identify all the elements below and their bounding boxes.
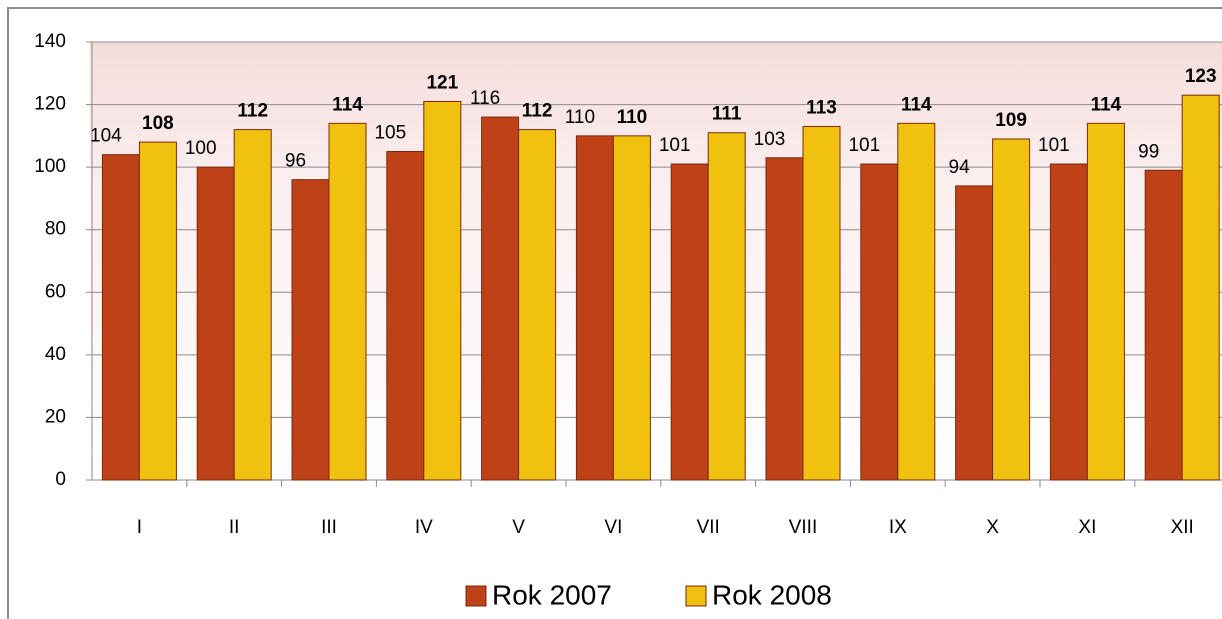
- value-label: 110: [565, 107, 595, 128]
- x-tick-label: X: [986, 517, 999, 538]
- value-label: 114: [332, 94, 363, 115]
- bar: [138, 141, 177, 481]
- value-label: 101: [848, 135, 880, 156]
- y-tick-label: 100: [34, 156, 66, 177]
- y-tick-label: 140: [34, 31, 66, 52]
- bar: [992, 138, 1031, 481]
- bar: [1049, 163, 1088, 481]
- value-label: 94: [949, 157, 971, 178]
- x-tick-label: V: [512, 517, 525, 538]
- value-label: 103: [754, 129, 786, 150]
- legend-label: Rok 2008: [712, 579, 832, 610]
- bar: [481, 116, 520, 481]
- value-label: 99: [1138, 141, 1159, 162]
- y-tick-label: 60: [45, 281, 66, 302]
- plot-area: [90, 42, 1222, 480]
- bar: [386, 151, 425, 481]
- bar: [423, 100, 462, 481]
- bar: [233, 129, 272, 481]
- x-tick-label: VII: [697, 517, 720, 538]
- bar: [291, 179, 330, 481]
- bar: [802, 125, 841, 481]
- bar: [196, 166, 235, 481]
- legend-label: Rok 2007: [492, 579, 612, 610]
- value-label: 101: [1038, 135, 1070, 156]
- x-tick-label: XI: [1078, 517, 1096, 538]
- x-tick-label: IV: [415, 517, 433, 538]
- x-tick-label: XII: [1171, 517, 1194, 538]
- legend-swatch: [465, 585, 487, 607]
- bar: [1181, 94, 1220, 481]
- y-tick-label: 120: [34, 94, 66, 115]
- value-label: 112: [522, 101, 553, 122]
- y-tick-label: 80: [45, 219, 66, 240]
- bar: [860, 163, 899, 481]
- value-label: 110: [617, 107, 648, 128]
- x-tick-label: II: [229, 517, 240, 538]
- bar: [612, 135, 651, 481]
- x-tick-label: VIII: [789, 517, 818, 538]
- y-tick-label: 0: [55, 469, 66, 490]
- bar: [1144, 169, 1183, 481]
- value-label: 101: [659, 135, 691, 156]
- bar: [955, 185, 994, 481]
- y-tick-label: 20: [45, 406, 66, 427]
- bar: [518, 129, 557, 481]
- bar: [575, 135, 614, 481]
- bar: [328, 122, 367, 481]
- bar: [101, 154, 140, 481]
- value-label: 109: [995, 110, 1027, 131]
- bar: [897, 122, 936, 481]
- bar: [765, 157, 804, 481]
- x-tick-label: VI: [604, 517, 622, 538]
- x-tick-label: III: [321, 517, 337, 538]
- bar: [707, 132, 746, 481]
- legend-swatch: [685, 585, 707, 607]
- value-label: 113: [806, 97, 837, 118]
- value-label: 112: [237, 101, 268, 122]
- value-label: 111: [712, 104, 742, 125]
- value-label: 108: [142, 113, 174, 134]
- value-label: 96: [285, 151, 306, 172]
- bar: [670, 163, 709, 481]
- value-label: 114: [1091, 94, 1122, 115]
- value-label: 121: [426, 72, 458, 93]
- y-tick-label: 40: [45, 344, 66, 365]
- x-tick-label: IX: [889, 517, 907, 538]
- chart-border: [7, 7, 1222, 619]
- value-label: 116: [470, 88, 500, 109]
- value-label: 100: [185, 138, 217, 159]
- bar: [1086, 122, 1125, 481]
- value-label: 105: [374, 123, 406, 144]
- value-label: 104: [90, 126, 122, 147]
- x-tick-label: I: [137, 517, 142, 538]
- value-label: 114: [901, 94, 932, 115]
- value-label: 123: [1185, 66, 1217, 87]
